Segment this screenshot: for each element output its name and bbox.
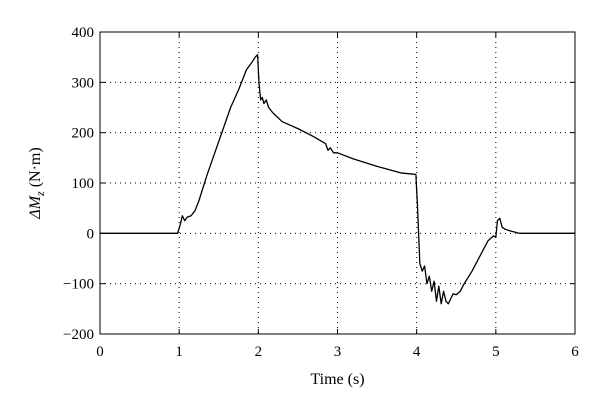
y-axis-label-main: ΔM <box>27 194 44 219</box>
y-tick-label-0: −200 <box>63 327 94 343</box>
y-tick-label-3: 100 <box>72 176 95 192</box>
y-tick-label-2: 0 <box>87 226 95 242</box>
y-tick-label-1: −100 <box>63 277 94 293</box>
y-tick-label-4: 200 <box>72 126 95 142</box>
y-axis-label: ΔMz (N·m) <box>27 147 47 219</box>
x-tick-label-4: 4 <box>413 344 421 360</box>
x-tick-label-0: 0 <box>96 344 104 360</box>
y-axis-label-unit: (N·m) <box>27 147 44 191</box>
x-tick-label-2: 2 <box>255 344 263 360</box>
tick-labels: 0 1 2 3 4 5 6 −200 −100 0 100 200 300 400 <box>63 25 579 360</box>
x-axis-label: Time (s) <box>310 371 364 388</box>
x-tick-label-6: 6 <box>571 344 579 360</box>
grid-lines <box>100 32 575 334</box>
series-line <box>100 54 575 305</box>
y-tick-label-6: 400 <box>72 25 95 41</box>
x-tick-label-3: 3 <box>334 344 342 360</box>
x-tick-label-5: 5 <box>492 344 500 360</box>
y-axis-label-subscript: z <box>33 191 47 197</box>
y-tick-label-5: 300 <box>72 75 95 91</box>
x-tick-label-1: 1 <box>175 344 183 360</box>
